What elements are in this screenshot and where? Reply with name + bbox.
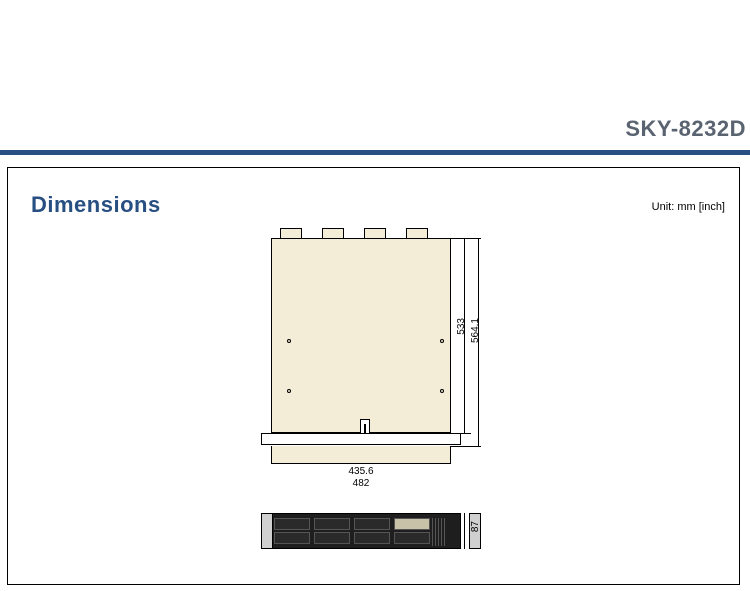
- dim-extension-line: [451, 446, 481, 447]
- dim-label-width-inner: 435.6: [336, 466, 386, 477]
- model-name: SKY-8232D: [625, 116, 746, 142]
- dim-label-depth-inner: 533: [456, 318, 467, 335]
- rear-tab: [406, 228, 428, 238]
- drive-bay: [314, 532, 350, 544]
- drive-bay: [354, 532, 390, 544]
- header-bar: [0, 150, 750, 155]
- vent-grille: [432, 518, 446, 546]
- drive-bay: [394, 518, 430, 530]
- dim-extension-line: [451, 238, 481, 239]
- drive-bay: [274, 532, 310, 544]
- drive-bay: [394, 532, 430, 544]
- rack-ear-left: [261, 513, 273, 549]
- dim-extension-line: [451, 433, 471, 434]
- drive-bay: [274, 518, 310, 530]
- top-view-drawing: 533 564.1 435.6 482: [266, 228, 476, 478]
- front-flange: [261, 433, 461, 445]
- screw-hole: [440, 389, 444, 393]
- front-view-drawing: 87: [266, 513, 466, 553]
- unit-label: Unit: mm [inch]: [652, 201, 725, 213]
- rear-tab: [280, 228, 302, 238]
- screw-hole: [440, 339, 444, 343]
- dim-line-depth-inner: [464, 238, 465, 433]
- rear-tab: [364, 228, 386, 238]
- chassis-front-panel: [261, 513, 461, 549]
- dim-label-depth-overall: 564.1: [470, 318, 481, 343]
- screw-hole: [287, 389, 291, 393]
- front-face-top: [271, 446, 451, 464]
- section-title: Dimensions: [31, 192, 161, 218]
- drive-bay: [354, 518, 390, 530]
- screw-hole: [287, 339, 291, 343]
- rear-tab: [322, 228, 344, 238]
- dim-label-height: 87: [470, 521, 481, 532]
- page: SKY-8232D Dimensions Unit: mm [inch]: [0, 0, 750, 591]
- dim-line-height: [464, 513, 465, 549]
- drive-bay: [314, 518, 350, 530]
- dim-label-width-overall: 482: [344, 478, 378, 489]
- chassis-top-body: [271, 238, 451, 433]
- content-box: Dimensions Unit: mm [inch] 533: [7, 167, 740, 585]
